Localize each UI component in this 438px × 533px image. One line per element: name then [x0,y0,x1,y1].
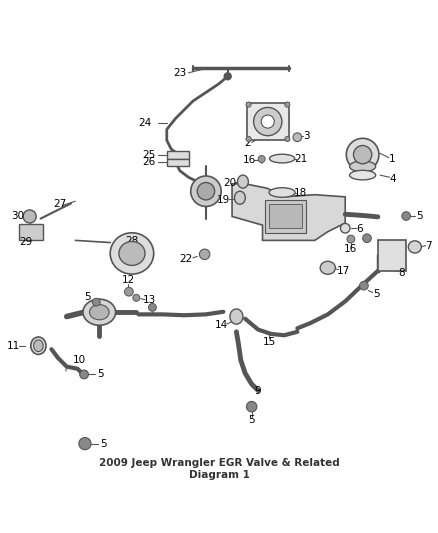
Ellipse shape [230,309,243,324]
Text: 9: 9 [255,385,261,395]
Text: 6: 6 [356,224,363,234]
Text: 5: 5 [97,369,103,379]
Text: 13: 13 [143,295,156,305]
Circle shape [23,210,36,223]
Circle shape [246,102,251,107]
Text: 12: 12 [122,276,135,286]
Text: 5: 5 [248,415,255,425]
Circle shape [285,136,290,142]
Text: 4: 4 [390,174,396,183]
Ellipse shape [350,161,376,172]
Text: 26: 26 [143,157,156,167]
Ellipse shape [119,241,145,265]
Ellipse shape [31,337,46,354]
Bar [247,103,289,140]
Ellipse shape [110,233,154,274]
Ellipse shape [83,299,116,325]
Text: 5: 5 [416,211,423,221]
Text: 23: 23 [173,68,187,78]
Ellipse shape [261,115,274,128]
Circle shape [285,102,290,107]
Circle shape [79,438,91,450]
Text: 2: 2 [244,139,251,148]
Circle shape [347,235,355,243]
Circle shape [246,136,251,142]
Circle shape [124,287,133,296]
Ellipse shape [353,146,372,164]
Ellipse shape [237,175,248,188]
Circle shape [258,156,265,163]
Circle shape [80,370,88,379]
Circle shape [224,73,231,80]
Bar [378,240,406,271]
Ellipse shape [320,261,336,274]
Text: 27: 27 [53,199,67,209]
Ellipse shape [191,176,221,206]
Text: 1: 1 [389,154,396,164]
Text: 28: 28 [125,236,138,246]
Ellipse shape [89,304,109,320]
Ellipse shape [269,154,295,163]
Text: 2009 Jeep Wrangler EGR Valve & Related
Diagram 1: 2009 Jeep Wrangler EGR Valve & Related D… [99,458,339,480]
Text: 5: 5 [84,292,91,302]
Text: 11: 11 [7,341,20,351]
Text: 20: 20 [223,177,236,188]
Ellipse shape [197,182,215,200]
Text: 19: 19 [217,195,230,205]
Circle shape [402,212,410,220]
Ellipse shape [350,171,376,180]
Circle shape [293,133,302,142]
Bar [167,158,188,166]
Text: 8: 8 [399,268,405,278]
Ellipse shape [234,191,245,204]
Text: 21: 21 [294,154,307,164]
Text: 22: 22 [179,254,193,264]
Circle shape [133,294,140,301]
Text: 10: 10 [73,355,86,365]
Text: 30: 30 [11,212,25,221]
Text: 16: 16 [243,155,256,165]
Circle shape [148,303,156,311]
Circle shape [92,298,100,306]
Bar [269,204,302,228]
Polygon shape [232,184,345,240]
Text: 3: 3 [303,131,309,141]
Text: 25: 25 [143,150,156,160]
Ellipse shape [346,139,379,171]
Text: 7: 7 [425,240,432,251]
Text: 16: 16 [344,244,357,254]
Text: 29: 29 [20,237,33,247]
Circle shape [247,401,257,412]
Ellipse shape [269,188,295,197]
Text: 24: 24 [138,118,152,128]
Text: 14: 14 [215,320,228,330]
Ellipse shape [254,108,282,136]
Bar [265,200,306,232]
Text: 15: 15 [262,337,276,347]
Ellipse shape [408,241,421,253]
Circle shape [199,249,210,260]
Circle shape [363,234,371,243]
Bar [19,224,43,240]
Circle shape [360,281,368,290]
Text: 5: 5 [100,439,107,449]
Text: 5: 5 [374,289,380,299]
Ellipse shape [340,223,350,233]
Text: 18: 18 [294,188,307,198]
Ellipse shape [34,340,43,352]
Text: 17: 17 [336,266,350,276]
Bar [167,151,188,158]
